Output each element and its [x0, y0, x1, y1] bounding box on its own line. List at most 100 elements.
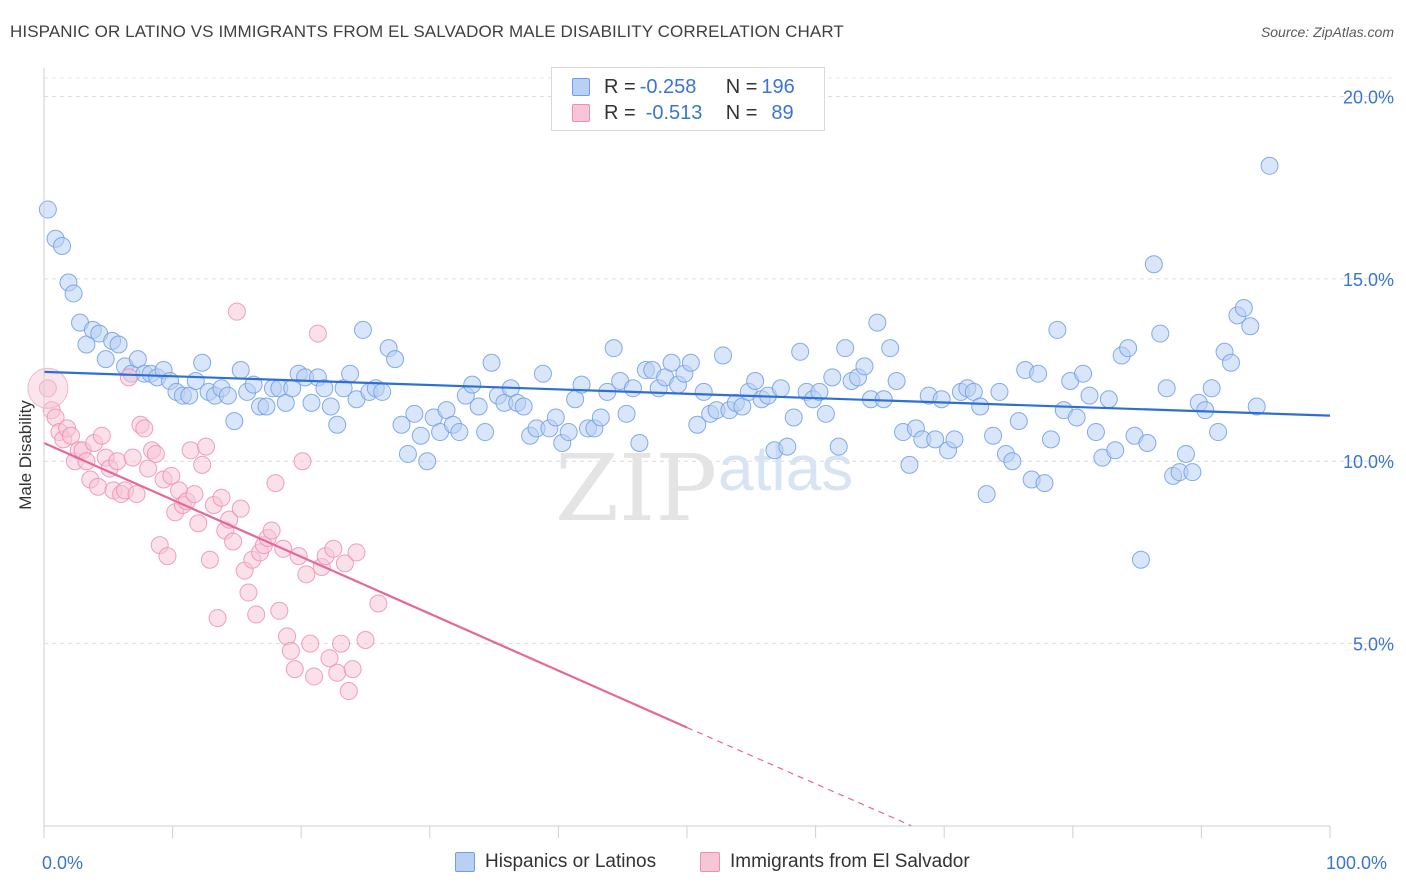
salvador-point [119, 368, 138, 387]
hispanic-point [392, 415, 411, 434]
hispanic-point [816, 404, 835, 423]
hispanic-point [418, 452, 437, 471]
hispanic-point [778, 437, 797, 456]
salvador-point [193, 455, 212, 474]
hispanic-point [514, 397, 533, 416]
hispanic-point [1009, 412, 1028, 431]
hispanic-point [1119, 339, 1138, 358]
hispanic-point [900, 455, 919, 474]
y-axis-label: Male Disability [16, 400, 35, 510]
hispanic-point [96, 350, 115, 369]
salvador-point [89, 477, 108, 496]
salvador-point [189, 514, 208, 533]
salvador-trend-extension [686, 726, 913, 827]
legend-n-label: N = [725, 75, 758, 98]
hispanic-point [315, 379, 334, 398]
salvador-point [135, 419, 154, 438]
hispanic-point [1157, 379, 1176, 398]
salvador-point [123, 448, 142, 467]
hispanic-point [591, 408, 610, 427]
hispanic-point [1080, 386, 1099, 405]
hispanic-point [630, 434, 649, 452]
hispanic-point [662, 353, 681, 372]
hispanic-point [694, 382, 713, 401]
salvador-point [369, 594, 388, 613]
hispanic-point [771, 379, 790, 398]
hispanic-point [1099, 390, 1118, 409]
hispanic-point [1183, 463, 1202, 482]
hispanic-point [321, 397, 340, 416]
hispanic-point [887, 371, 906, 390]
salvador-point [281, 641, 300, 660]
hispanic-point [945, 430, 964, 449]
legend-row-hispanic: R = -0.258 N = 196 [572, 74, 795, 100]
hispanic-point [533, 364, 552, 383]
legend-r-label: R = [604, 75, 636, 98]
hispanic-trend-line [43, 370, 1331, 417]
hispanic-point [373, 382, 392, 401]
salvador-point [227, 302, 246, 321]
hispanic-point [257, 397, 276, 416]
salvador-point [181, 441, 200, 460]
salvador-point [266, 474, 285, 493]
hispanic-point [559, 423, 578, 442]
hispanic-point [681, 353, 700, 372]
legend-swatch-hispanic [455, 852, 475, 872]
watermark-zip: ZIP [555, 435, 717, 542]
hispanic-point [1176, 444, 1195, 463]
hispanic-point [463, 375, 482, 394]
legend-n-value: 89 [771, 101, 794, 124]
salvador-point [239, 583, 258, 602]
hispanic-point [64, 284, 83, 303]
hispanic-point [1067, 408, 1086, 427]
hispanic-point [405, 404, 424, 423]
hispanic-point [784, 408, 803, 427]
hispanic-point [810, 382, 829, 401]
legend-swatch-salvador [572, 104, 590, 122]
salvador-point [301, 634, 320, 653]
hispanic-point [1003, 452, 1022, 471]
salvador-point [356, 630, 375, 649]
hispanic-point [836, 339, 855, 358]
salvador-point [293, 452, 312, 471]
salvador-point [108, 452, 127, 471]
salvador-point [262, 521, 281, 540]
hispanic-point [977, 485, 996, 504]
hispanic-point [1106, 441, 1125, 460]
legend-r-label: R = [604, 101, 636, 124]
hispanic-point [971, 397, 990, 416]
salvador-point [270, 601, 289, 620]
hispanic-point [1209, 423, 1228, 442]
legend-label-salvador: Immigrants from El Salvador [730, 851, 970, 872]
legend-item-hispanic[interactable]: Hispanics or Latinos [455, 851, 656, 873]
salvador-trend-line [43, 441, 688, 729]
legend-n-value: 196 [761, 75, 795, 98]
salvador-point [305, 667, 324, 686]
legend-item-salvador[interactable]: Immigrants from El Salvador [700, 851, 970, 873]
hispanic-point [193, 353, 212, 372]
hispanic-point [604, 339, 623, 358]
hispanic-point [1029, 364, 1048, 383]
legend-row-salvador: R = -0.513 N = 89 [572, 100, 794, 126]
hispanic-point [546, 408, 565, 427]
hispanic-point [791, 342, 810, 361]
hispanic-point [353, 320, 372, 339]
hispanic-point [1074, 364, 1093, 383]
hispanic-point [1151, 324, 1170, 343]
salvador-point [320, 649, 339, 668]
hispanic-point [38, 200, 57, 219]
hispanic-point [302, 393, 321, 412]
series-legend: Hispanics or Latinos Immigrants from El … [0, 851, 1406, 879]
salvador-point [208, 609, 227, 628]
chart-source: Source: ZipAtlas.com [1260, 24, 1394, 40]
hispanic-point [1234, 299, 1253, 318]
legend-label-hispanic: Hispanics or Latinos [485, 851, 657, 872]
legend-n-label: N = [725, 101, 758, 124]
hispanic-point [926, 430, 945, 449]
hispanic-point [1041, 430, 1060, 449]
legend-swatch-salvador [700, 852, 720, 872]
points-layer [27, 156, 1279, 701]
hispanic-point [1144, 255, 1163, 274]
y-tick-label: 20.0% [1343, 87, 1394, 107]
trend-layer [43, 370, 1331, 827]
